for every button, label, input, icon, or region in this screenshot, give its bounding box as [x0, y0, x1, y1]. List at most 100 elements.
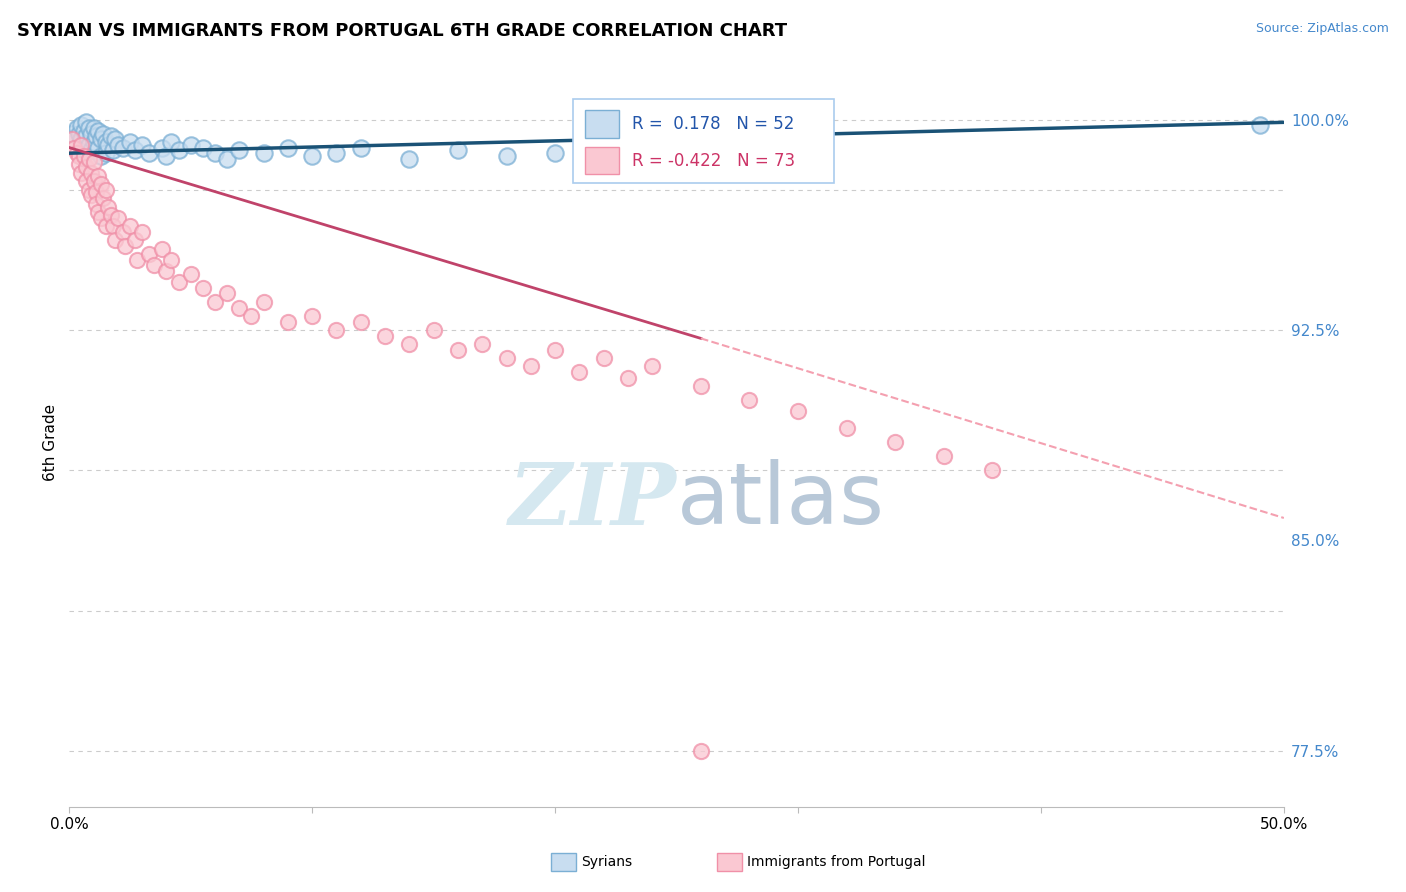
Point [87, 205, 110, 219]
Point [75, 115, 97, 129]
Point [131, 137, 153, 152]
Point [124, 144, 146, 158]
Point [447, 144, 470, 158]
Point [835, 421, 858, 435]
Text: ZIP: ZIP [509, 458, 676, 542]
Point [83, 174, 105, 188]
Point [495, 149, 517, 163]
Point [127, 252, 149, 267]
Point [398, 152, 420, 166]
Point [217, 286, 239, 301]
Text: atlas: atlas [676, 459, 884, 542]
Point [70, 132, 93, 146]
Point [65, 120, 87, 135]
Point [97, 200, 120, 214]
Y-axis label: 6th Grade: 6th Grade [44, 404, 58, 481]
Point [641, 359, 664, 374]
Point [63, 140, 86, 154]
Point [544, 343, 567, 357]
Point [592, 351, 614, 365]
Point [67, 157, 90, 171]
Point [60, 132, 83, 146]
Point [277, 140, 299, 154]
Point [83, 135, 105, 149]
Point [160, 135, 183, 149]
Point [60, 127, 83, 141]
Point [107, 211, 129, 225]
Point [374, 328, 396, 343]
Point [70, 166, 93, 180]
Point [143, 259, 166, 273]
Point [111, 140, 134, 154]
Point [94, 219, 117, 234]
Point [204, 146, 226, 161]
Point [100, 208, 122, 222]
Point [544, 146, 567, 161]
Text: Syrians: Syrians [581, 855, 631, 869]
Point [70, 137, 93, 152]
Point [83, 154, 105, 169]
Point [77, 183, 100, 197]
Point [160, 252, 183, 267]
Point [104, 233, 127, 247]
Point [111, 225, 134, 239]
Point [1249, 118, 1271, 132]
Point [138, 247, 160, 261]
Point [107, 137, 129, 152]
Point [97, 137, 120, 152]
Point [87, 124, 110, 138]
Point [65, 146, 87, 161]
Point [73, 149, 96, 163]
Text: R =  0.178   N = 52: R = 0.178 N = 52 [631, 115, 794, 133]
Bar [585, 147, 620, 175]
Point [592, 144, 614, 158]
Point [101, 144, 124, 158]
Point [114, 239, 136, 253]
Point [77, 120, 100, 135]
Point [67, 127, 90, 141]
Point [689, 379, 711, 393]
Point [100, 129, 122, 144]
Point [180, 137, 202, 152]
Point [91, 127, 114, 141]
Point [83, 120, 105, 135]
Point [217, 152, 239, 166]
Point [80, 144, 103, 158]
Point [155, 149, 177, 163]
Point [325, 146, 347, 161]
Point [87, 169, 110, 183]
Point [77, 137, 100, 152]
Point [228, 144, 250, 158]
Point [301, 309, 323, 323]
Point [180, 267, 202, 281]
Point [981, 463, 1004, 477]
Point [75, 160, 97, 174]
Point [90, 149, 112, 163]
Text: R = -0.422   N = 73: R = -0.422 N = 73 [631, 152, 794, 169]
Point [191, 281, 214, 295]
Point [84, 196, 107, 211]
Point [90, 177, 112, 191]
Point [471, 337, 494, 351]
Point [70, 118, 93, 132]
FancyBboxPatch shape [574, 99, 834, 183]
Point [138, 146, 160, 161]
Point [150, 140, 173, 154]
Point [118, 135, 141, 149]
Point [94, 135, 117, 149]
Point [80, 127, 103, 141]
Point [301, 149, 323, 163]
Point [73, 124, 96, 138]
Text: SYRIAN VS IMMIGRANTS FROM PORTUGAL 6TH GRADE CORRELATION CHART: SYRIAN VS IMMIGRANTS FROM PORTUGAL 6TH G… [17, 22, 787, 40]
Point [124, 233, 146, 247]
Point [240, 309, 263, 323]
Point [101, 219, 124, 234]
Point [568, 365, 591, 379]
Point [787, 404, 810, 418]
Point [228, 301, 250, 315]
Point [252, 294, 274, 309]
Bar [585, 111, 620, 138]
Point [90, 211, 112, 225]
Point [155, 264, 177, 278]
Point [84, 129, 107, 144]
